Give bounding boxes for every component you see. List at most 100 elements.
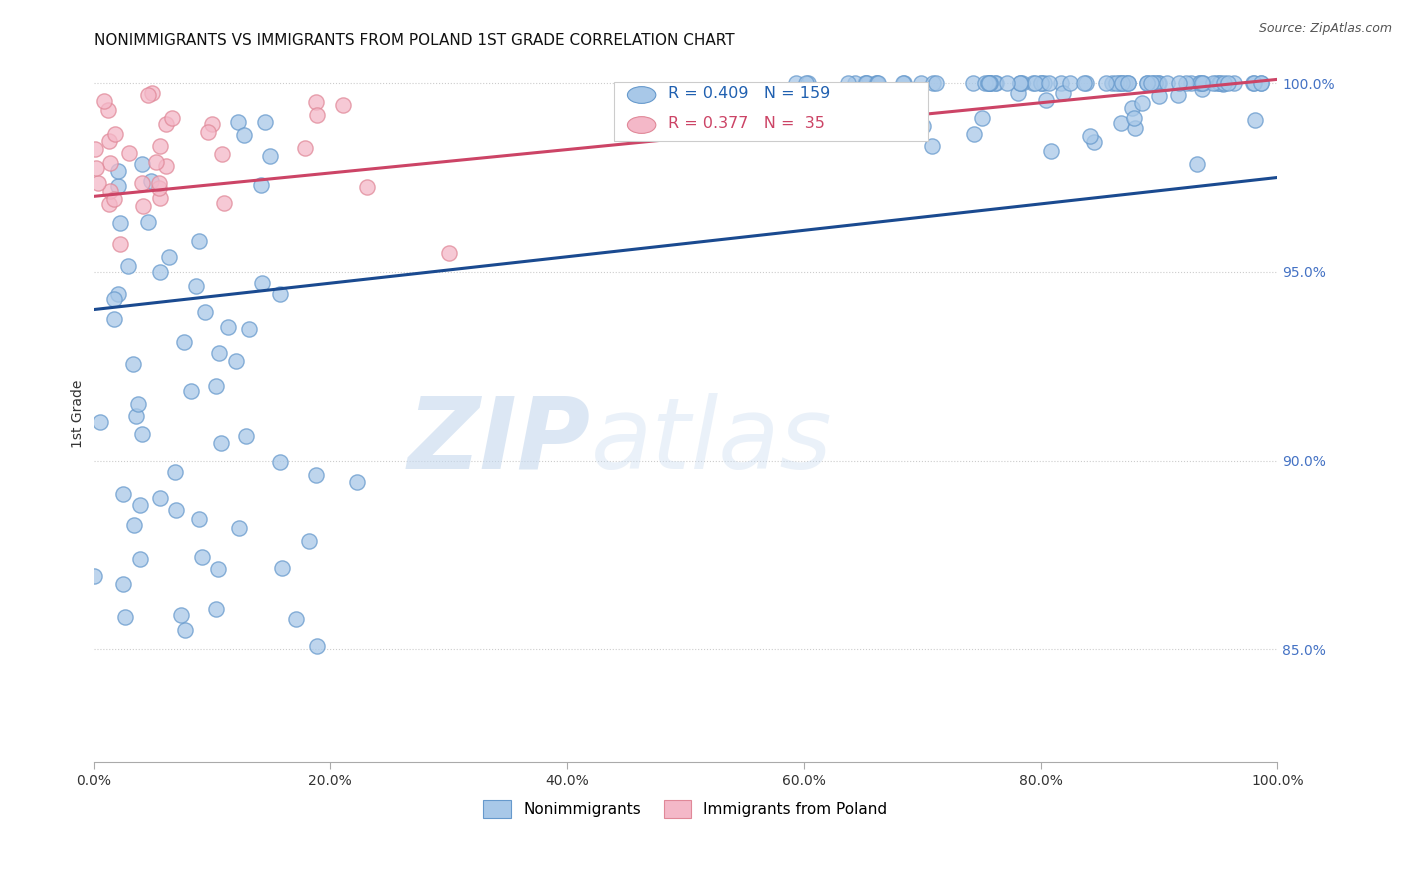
- Point: [238, 322, 260, 336]
- Point: [149, 265, 172, 279]
- Point: [129, 551, 152, 566]
- Point: [1130, 96, 1153, 111]
- Point: [1116, 76, 1139, 90]
- Point: [856, 76, 879, 90]
- Point: [149, 491, 172, 505]
- Point: [979, 76, 1001, 90]
- Point: [1139, 76, 1161, 90]
- Y-axis label: 1st Grade: 1st Grade: [72, 379, 86, 448]
- Point: [98, 156, 121, 170]
- Point: [1010, 76, 1032, 90]
- Point: [1188, 76, 1211, 90]
- Point: [145, 155, 167, 169]
- Point: [235, 428, 257, 442]
- Point: [911, 119, 934, 133]
- Point: [87, 176, 110, 190]
- Point: [127, 397, 149, 411]
- Point: [1156, 76, 1178, 90]
- Point: [294, 141, 316, 155]
- Point: [1241, 76, 1264, 90]
- Point: [1038, 76, 1060, 90]
- Point: [194, 305, 217, 319]
- Point: [114, 610, 136, 624]
- Point: [1244, 113, 1267, 128]
- Point: [84, 142, 107, 156]
- Point: [155, 117, 177, 131]
- Point: [1035, 93, 1057, 107]
- Point: [979, 76, 1001, 90]
- Point: [865, 76, 887, 90]
- Point: [1180, 76, 1202, 90]
- Point: [1008, 76, 1031, 90]
- Point: [974, 76, 997, 90]
- Point: [136, 215, 159, 229]
- Point: [217, 320, 239, 334]
- Point: [1076, 76, 1098, 90]
- Point: [305, 639, 328, 653]
- Point: [110, 215, 132, 229]
- Point: [346, 475, 368, 489]
- Point: [197, 125, 219, 139]
- Legend: Nonimmigrants, Immigrants from Poland: Nonimmigrants, Immigrants from Poland: [477, 794, 894, 824]
- Point: [1101, 76, 1123, 90]
- Point: [103, 292, 125, 306]
- Point: [995, 76, 1018, 90]
- Point: [1147, 76, 1170, 90]
- Point: [1108, 76, 1130, 90]
- Point: [1022, 76, 1045, 90]
- Point: [103, 192, 125, 206]
- Point: [855, 76, 877, 90]
- Point: [187, 234, 209, 248]
- Point: [1116, 76, 1139, 90]
- Point: [89, 415, 111, 429]
- Point: [117, 259, 139, 273]
- Point: [111, 576, 134, 591]
- Point: [1031, 76, 1053, 90]
- Point: [1135, 76, 1157, 90]
- Point: [131, 176, 153, 190]
- Point: [305, 468, 328, 483]
- Point: [136, 88, 159, 103]
- Point: [97, 134, 120, 148]
- Point: [1208, 76, 1230, 90]
- Circle shape: [627, 87, 655, 103]
- Point: [1188, 76, 1211, 90]
- Point: [141, 87, 163, 101]
- Point: [180, 384, 202, 399]
- Point: [1031, 76, 1053, 90]
- Point: [205, 602, 228, 616]
- Point: [233, 128, 256, 143]
- Point: [269, 287, 291, 301]
- Point: [1121, 102, 1143, 116]
- Point: [922, 76, 945, 90]
- Point: [1123, 112, 1146, 126]
- Point: [1136, 76, 1159, 90]
- Point: [1212, 77, 1234, 91]
- Point: [104, 127, 127, 141]
- Point: [305, 95, 328, 110]
- Point: [1175, 76, 1198, 90]
- Point: [128, 498, 150, 512]
- Point: [970, 111, 993, 125]
- Point: [173, 623, 195, 637]
- Point: [356, 180, 378, 194]
- Point: [866, 76, 889, 90]
- Point: [165, 465, 187, 479]
- Point: [169, 608, 191, 623]
- Point: [250, 276, 273, 290]
- Point: [209, 436, 232, 450]
- Point: [1192, 76, 1215, 90]
- Point: [1205, 76, 1227, 90]
- Point: [253, 115, 276, 129]
- Point: [866, 76, 889, 90]
- Point: [979, 76, 1001, 90]
- Point: [98, 197, 121, 211]
- Point: [1109, 115, 1132, 129]
- Point: [853, 83, 876, 97]
- Point: [841, 116, 863, 130]
- Point: [160, 112, 183, 126]
- Point: [84, 161, 107, 176]
- Point: [132, 199, 155, 213]
- Point: [122, 357, 145, 371]
- Point: [1142, 76, 1164, 90]
